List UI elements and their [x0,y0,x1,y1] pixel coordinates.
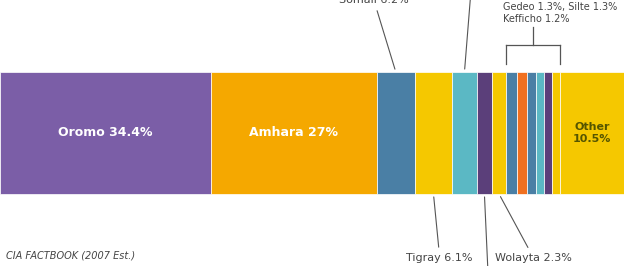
Text: Sidama 4%: Sidama 4% [442,0,505,69]
Bar [552,72,560,194]
Bar [452,72,477,194]
Bar [506,72,517,194]
Bar [377,72,415,194]
Bar [0,72,211,194]
Text: Other
10.5%: Other 10.5% [573,122,611,144]
Text: Amhara 27%: Amhara 27% [250,127,338,139]
Bar [544,72,552,194]
Text: Tigray 6.1%: Tigray 6.1% [406,197,473,263]
Text: CIA FACTBOOK (2007 Est.): CIA FACTBOOK (2007 Est.) [6,251,135,261]
Text: Wolayta 2.3%: Wolayta 2.3% [495,197,572,263]
Bar [517,72,527,194]
Bar [536,72,544,194]
Bar [415,72,452,194]
Bar [492,72,506,194]
Bar [527,72,536,194]
Text: Somali 6.2%: Somali 6.2% [339,0,409,69]
Text: Hadiya 1.7%,
Afar 1.7%, Gamo 1.5%,
Gedeo 1.3%, Silte 1.3%
Kefficho 1.2%: Hadiya 1.7%, Afar 1.7%, Gamo 1.5%, Gedeo… [503,0,617,24]
Bar [560,72,624,194]
Text: Gurage 2.5%: Gurage 2.5% [452,197,525,266]
Bar [477,72,492,194]
Bar [211,72,377,194]
Text: Oromo 34.4%: Oromo 34.4% [58,127,153,139]
